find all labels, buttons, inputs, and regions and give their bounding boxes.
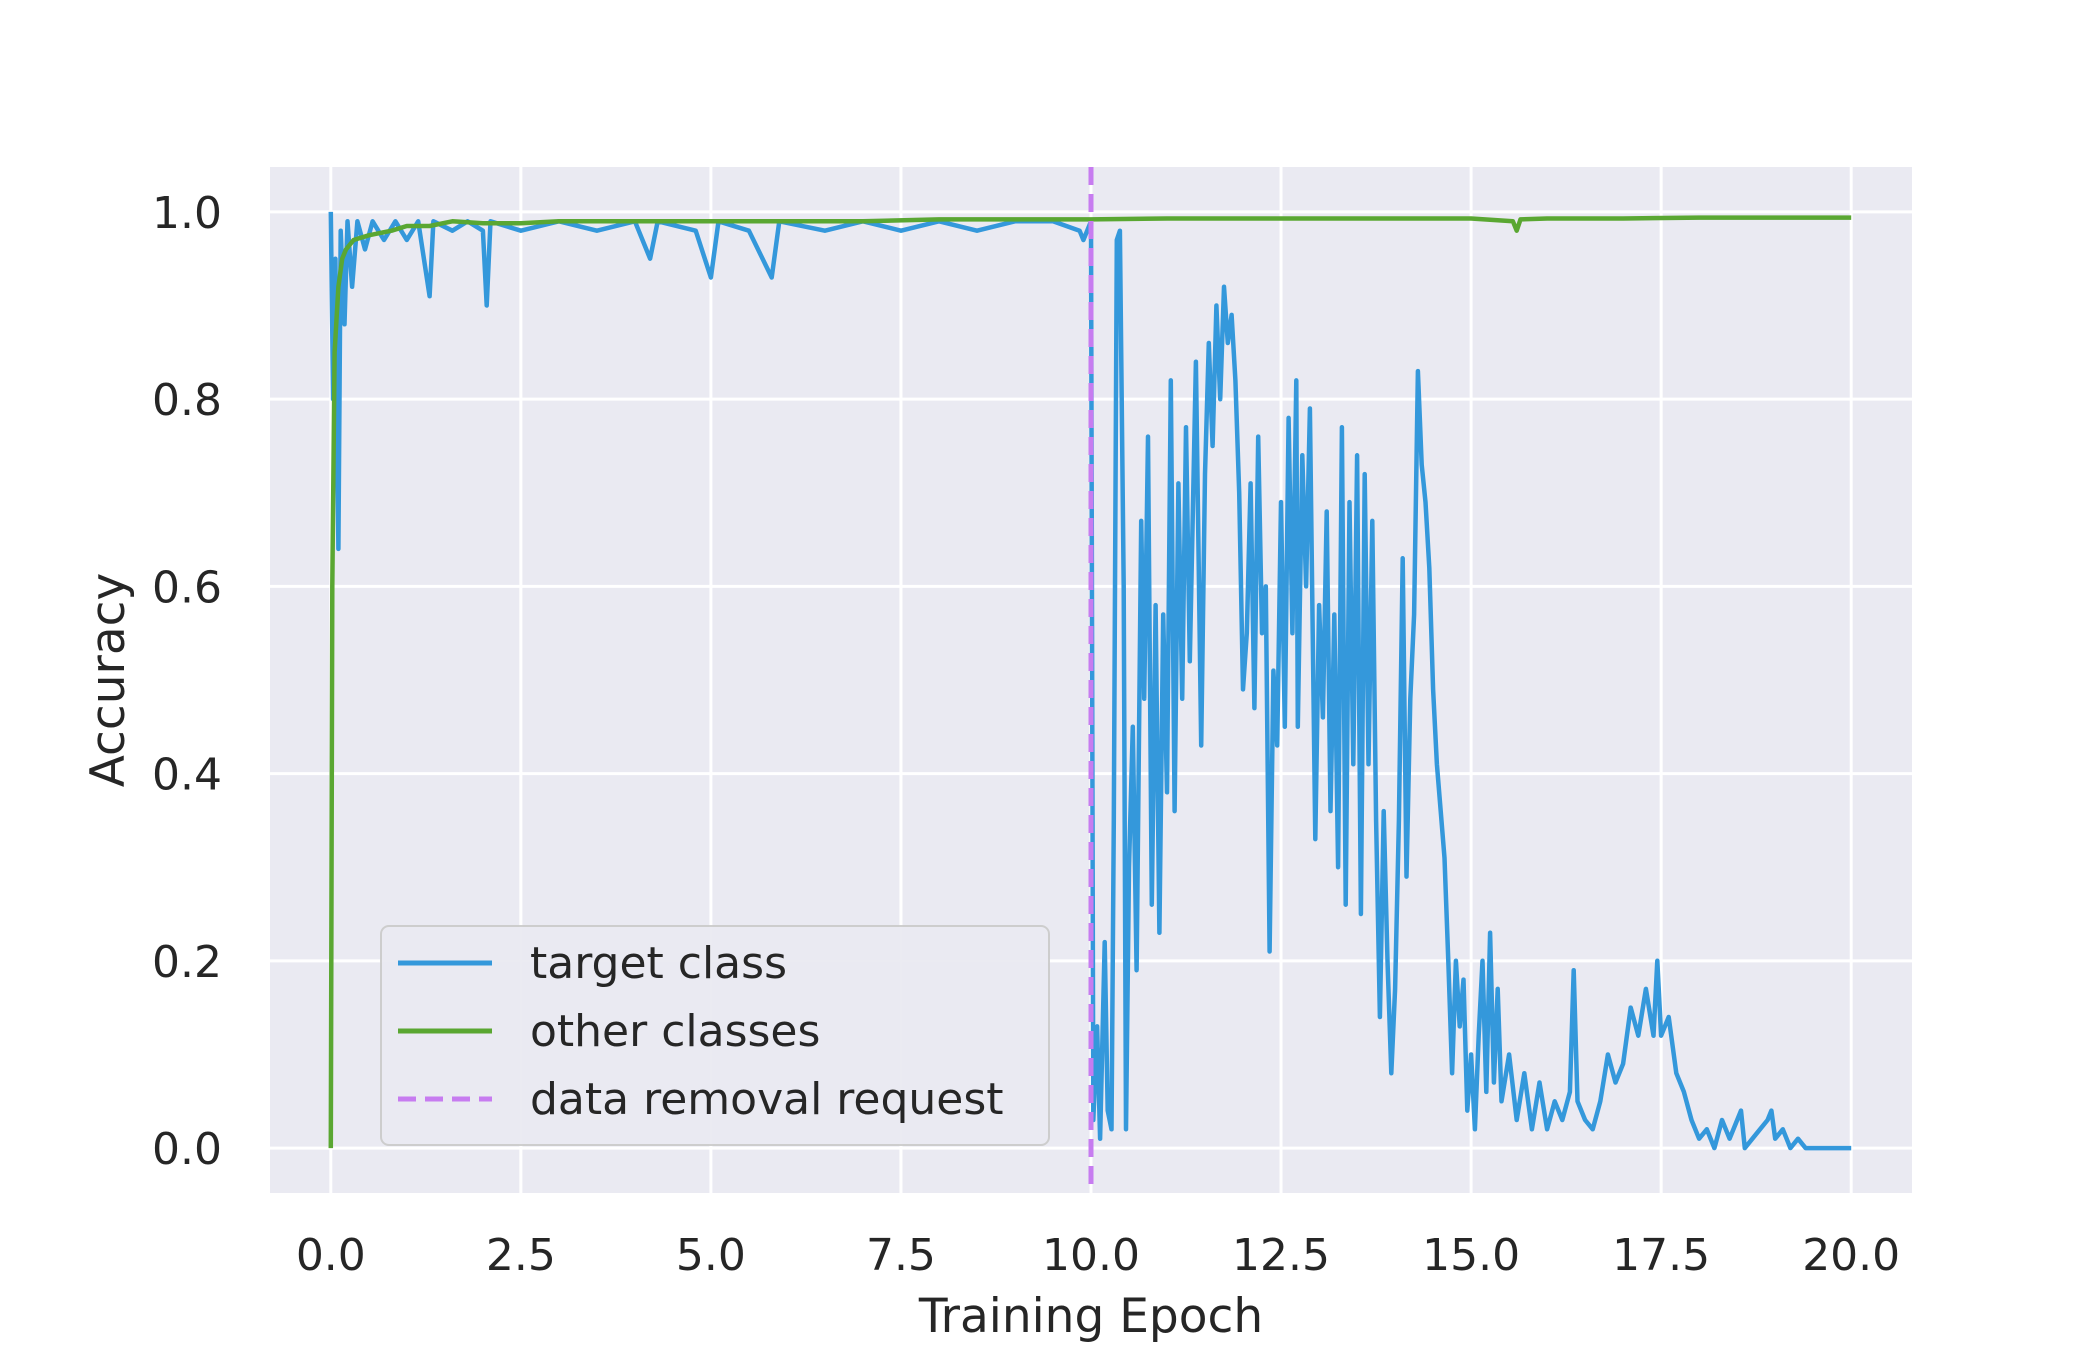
legend-box <box>380 925 1050 1146</box>
y-axis-label: Accuracy <box>81 573 136 788</box>
x-tick-label: 10.0 <box>1042 1230 1140 1281</box>
y-tick-label: 0.2 <box>152 937 222 988</box>
legend-label-target-class: target class <box>530 938 787 989</box>
legend: target class other classes data removal … <box>380 925 1050 1146</box>
tick-labels: 0.0 2.5 5.0 7.5 10.0 12.5 15.0 17.5 20.0 0.0 0.2 0.… <box>152 188 1900 1281</box>
series-line-other-classes <box>328 215 1852 1149</box>
x-axis-label: Training Epoch <box>918 1289 1263 1344</box>
x-tick-label: 12.5 <box>1232 1230 1330 1281</box>
series-group <box>328 167 1852 1193</box>
y-tick-label: 0.0 <box>152 1124 222 1175</box>
x-tick-label: 0.0 <box>296 1230 366 1281</box>
y-tick-label: 0.6 <box>152 562 222 613</box>
x-tick-label: 5.0 <box>676 1230 746 1281</box>
legend-label-other-classes: other classes <box>530 1006 820 1057</box>
x-tick-label: 17.5 <box>1612 1230 1710 1281</box>
y-tick-label: 0.8 <box>152 375 222 426</box>
x-tick-label: 7.5 <box>866 1230 936 1281</box>
x-tick-label: 15.0 <box>1422 1230 1520 1281</box>
x-tick-label: 20.0 <box>1802 1230 1900 1281</box>
legend-label-data-removal-request: data removal request <box>530 1074 1004 1125</box>
y-tick-label: 0.4 <box>152 750 222 801</box>
x-tick-label: 2.5 <box>486 1230 556 1281</box>
y-tick-label: 1.0 <box>152 188 222 239</box>
